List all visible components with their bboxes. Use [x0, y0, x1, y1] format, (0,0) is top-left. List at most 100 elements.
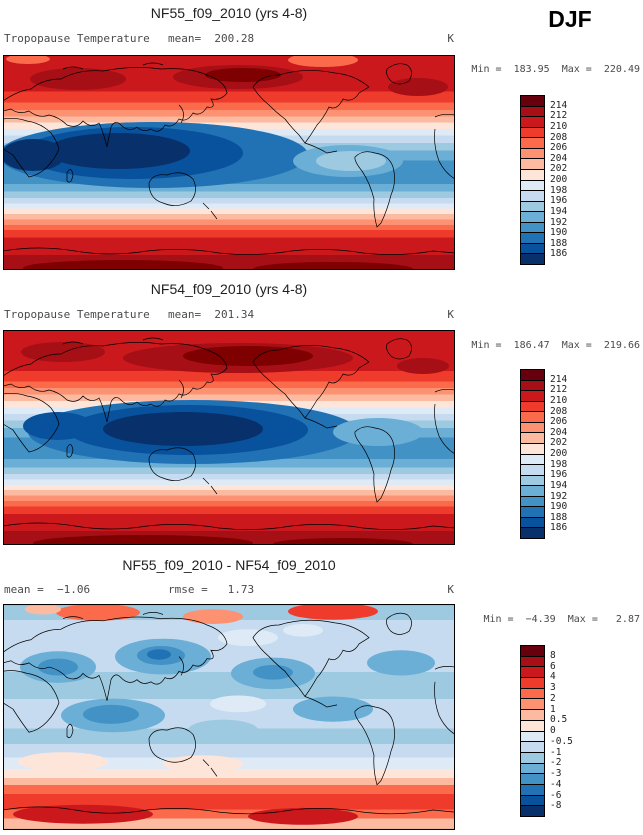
colorbar-tick-label: 210 — [550, 120, 568, 132]
colorbar-cell — [521, 138, 544, 149]
minmax-stats: Min = −4.39 Max = 2.87 — [483, 614, 640, 625]
colorbar-cell — [521, 96, 544, 107]
colorbar-tick-label: 6 — [550, 660, 556, 672]
colorbar-cell — [521, 784, 544, 796]
colorbar-tick-label: 8 — [550, 649, 556, 661]
colorbar-cell — [521, 528, 544, 538]
colorbar-tick-label: 200 — [550, 448, 568, 459]
colorbar-cell — [521, 688, 544, 700]
colorbar-tick-label: 208 — [550, 405, 568, 417]
minmax-stats: Min = 183.95 Max = 220.49 — [471, 64, 640, 75]
colorbar-cell — [521, 106, 544, 118]
colorbar-tick-label: 192 — [550, 490, 568, 502]
colorbar-cell — [521, 752, 544, 764]
colorbar-cell — [521, 412, 544, 423]
colorbar-cell — [521, 742, 544, 753]
map-frame — [3, 330, 455, 545]
colorbar-cell — [521, 763, 544, 775]
colorbar-tick-label: 2 — [550, 692, 556, 704]
colorbar-tick-label: -8 — [550, 800, 562, 812]
colorbar-tick-label: 190 — [550, 501, 568, 513]
colorbar-cell — [521, 148, 544, 160]
colorbar-tick-label: 206 — [550, 142, 568, 154]
colorbar-tick-label: 202 — [550, 163, 568, 175]
colorbar-cell — [521, 795, 544, 807]
colorbar-tick-label: 194 — [550, 479, 568, 491]
colorbar-cell — [521, 517, 544, 529]
colorbar-cell — [521, 169, 544, 181]
colorbar-cell — [521, 180, 544, 192]
units-label: K — [447, 308, 454, 321]
colorbar-tick-label: -6 — [550, 789, 562, 801]
map-panel-2 — [3, 330, 455, 545]
colorbar-tick-label: 3 — [550, 682, 556, 693]
panel-title: NF55_f09_2010 (yrs 4-8) — [150, 5, 308, 21]
colorbar-tick-label: 198 — [550, 458, 568, 470]
colorbar-tick-label: 1 — [550, 703, 556, 715]
colorbar-cell — [521, 243, 544, 255]
colorbar-tick-label: 214 — [550, 99, 568, 111]
units-label: K — [447, 32, 454, 45]
colorbar-cell — [521, 667, 544, 679]
colorbar-tick-label: -2 — [550, 757, 562, 769]
colorbar-cell — [521, 454, 544, 466]
colorbar-labels: 8 6 4 3 2 1 0.5 0 -0.5 -1 -2 -3 -4 -6 -8 — [550, 645, 594, 817]
colorbar-cell — [521, 370, 544, 381]
mean-value: mean= 200.28 — [168, 32, 255, 45]
season-label: DJF — [548, 6, 592, 32]
colorbar — [520, 95, 545, 265]
colorbar-cell — [521, 380, 544, 392]
colorbar-tick-label: -1 — [550, 746, 562, 758]
colorbar-cell — [521, 191, 544, 202]
colorbar-cell — [521, 159, 544, 170]
colorbar-tick-label: 190 — [550, 227, 568, 239]
map-frame — [3, 604, 455, 830]
colorbar-tick-label: -4 — [550, 778, 562, 790]
colorbar-tick-label: 194 — [550, 205, 568, 217]
colorbar-cell — [521, 646, 544, 657]
colorbar-cell — [521, 127, 544, 139]
colorbar-cell — [521, 710, 544, 721]
colorbar-tick-label: 202 — [550, 437, 568, 449]
colorbar-tick-label: 208 — [550, 131, 568, 143]
colorbar-cell — [521, 212, 544, 223]
colorbar-tick-label: 196 — [550, 469, 568, 481]
colorbar-tick-label: 192 — [550, 216, 568, 228]
colorbar-cell — [521, 720, 544, 732]
map-frame — [3, 55, 455, 270]
colorbar-cell — [521, 433, 544, 444]
colorbar-cell — [521, 117, 544, 128]
mean-value: mean= 201.34 — [168, 308, 255, 321]
colorbar-cell — [521, 678, 544, 689]
units-label: K — [447, 583, 454, 596]
colorbar-labels: 214 212 210 208 206 204 202 200 198 196 194 192 190 1… — [550, 95, 594, 265]
contour-features — [13, 604, 435, 825]
minmax-stats: Min = 186.47 Max = 219.66 — [471, 340, 640, 351]
colorbar-labels: 214 212 210 208 206 204 202 200 198 196 194 192 190 1… — [550, 369, 594, 539]
colorbar-tick-label: 4 — [550, 671, 556, 683]
colorbar-cell — [521, 465, 544, 476]
map-panel-3-difference — [3, 604, 455, 830]
colorbar-tick-label: -3 — [550, 768, 562, 779]
colorbar-cell — [521, 507, 544, 518]
colorbar-cell — [521, 486, 544, 497]
colorbar-cell — [521, 401, 544, 413]
contour-features — [21, 342, 449, 545]
mean-stat: mean = −1.06 — [4, 583, 91, 596]
colorbar-tick-label: 204 — [550, 152, 568, 164]
colorbar-tick-label: 210 — [550, 394, 568, 406]
colorbar-cell — [521, 496, 544, 508]
colorbar-cell — [521, 806, 544, 816]
colorbar-tick-label: 0 — [550, 725, 556, 736]
colorbar-tick-label: -0.5 — [550, 735, 573, 747]
panel-title: NF54_f09_2010 (yrs 4-8) — [150, 281, 308, 297]
colorbar-cell — [521, 222, 544, 234]
colorbar — [520, 645, 545, 817]
variable-label: Tropopause Temperature — [4, 308, 150, 321]
colorbar-tick-label: 212 — [550, 110, 568, 122]
colorbar-cell — [521, 443, 544, 455]
colorbar-cell — [521, 254, 544, 264]
colorbar-cell — [521, 201, 544, 213]
colorbar-cell — [521, 422, 544, 434]
